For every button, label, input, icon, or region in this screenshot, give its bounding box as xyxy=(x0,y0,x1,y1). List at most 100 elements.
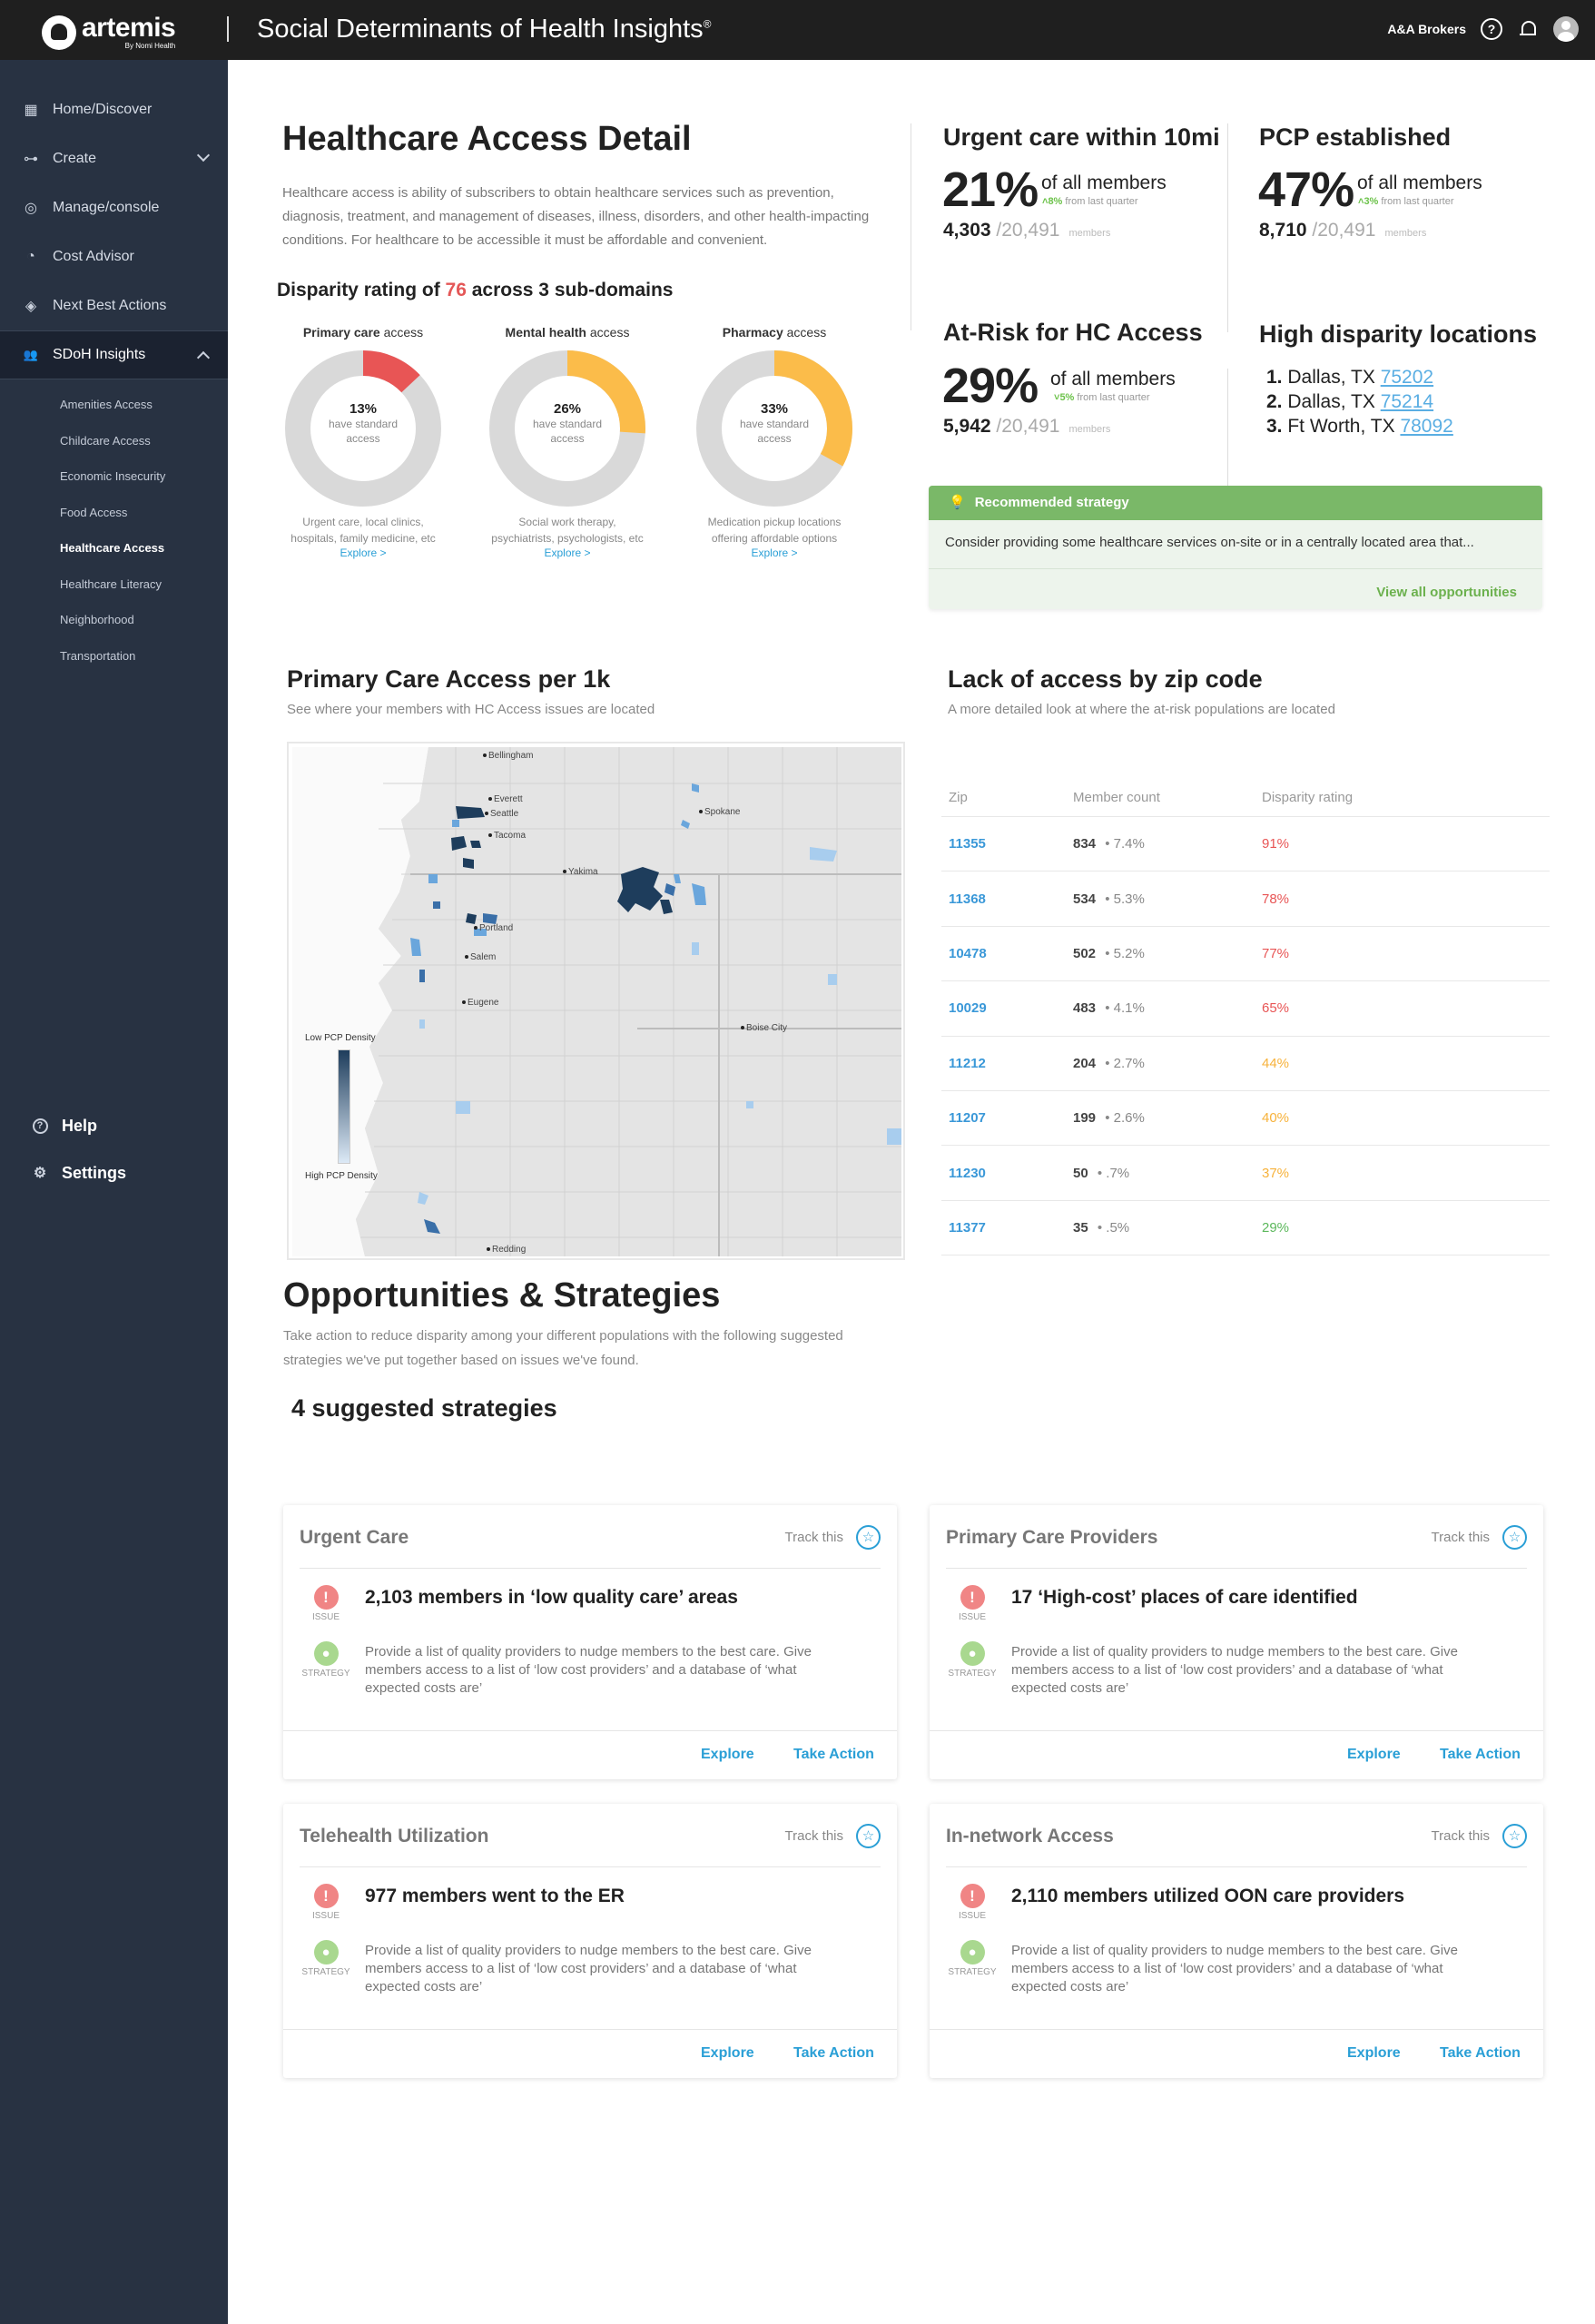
explore-link[interactable]: Explore > xyxy=(544,547,591,559)
explore-button[interactable]: Explore xyxy=(1347,2045,1401,2061)
disparity-cell: 44% xyxy=(1262,1055,1290,1071)
city-label: Salem xyxy=(470,952,496,962)
city-marker[interactable] xyxy=(699,810,703,813)
sidebar-item-healthcare-literacy[interactable]: Healthcare Literacy xyxy=(60,576,162,591)
explore-link[interactable]: Explore > xyxy=(340,547,387,559)
city-label: Yakima xyxy=(568,867,598,877)
star-icon[interactable]: ☆ xyxy=(856,1525,881,1550)
sidebar-item-healthcare-access[interactable]: Healthcare Access xyxy=(60,541,165,555)
nav-cost-advisor[interactable]: ◔ Cost Advisor xyxy=(0,232,228,281)
track-this-button[interactable]: Track this ☆ xyxy=(1432,1525,1527,1550)
strategy-card: Telehealth Utilization Track this ☆! ISSUE 9… xyxy=(283,1804,897,2078)
take-action-button[interactable]: Take Action xyxy=(1440,1747,1521,1762)
star-icon[interactable]: ☆ xyxy=(1502,1525,1527,1550)
card-footer: Explore Take Action xyxy=(930,2029,1543,2078)
strategy-text: Provide a list of quality providers to n… xyxy=(365,1943,812,1994)
explore-button[interactable]: Explore xyxy=(701,1747,754,1762)
table-row[interactable]: 11377 35 • .5% 29% xyxy=(941,1201,1550,1256)
star-icon[interactable]: ☆ xyxy=(1502,1824,1527,1848)
sidebar-item-food-access[interactable]: Food Access xyxy=(60,505,128,519)
zip-link[interactable]: 11368 xyxy=(949,891,986,907)
city-label: Everett xyxy=(494,794,523,804)
table-row[interactable]: 11230 50 • .7% 37% xyxy=(941,1146,1550,1201)
city-marker[interactable] xyxy=(465,955,468,959)
city-marker[interactable] xyxy=(741,1026,744,1029)
column-header-disparity[interactable]: Disparity rating xyxy=(1262,790,1354,805)
nav-home-discover[interactable]: ▦ Home/Discover xyxy=(0,85,228,134)
stat-of-label: of all members xyxy=(1050,369,1176,389)
chevron-down-icon[interactable] xyxy=(196,148,211,162)
stat-of-label: of all members xyxy=(1357,172,1482,193)
view-all-opportunities-link[interactable]: View all opportunities xyxy=(1376,585,1517,600)
table-row[interactable]: 11368 534 • 5.3% 78% xyxy=(941,872,1550,927)
strategy-label: STRATEGY xyxy=(301,1669,350,1679)
zip-link[interactable]: 11230 xyxy=(949,1165,986,1181)
take-action-button[interactable]: Take Action xyxy=(793,2045,874,2061)
track-this-button[interactable]: Track this ☆ xyxy=(1432,1824,1527,1848)
explore-link[interactable]: Explore > xyxy=(751,547,798,559)
zip-link[interactable]: 11377 xyxy=(949,1219,986,1236)
bell-icon[interactable] xyxy=(1517,18,1539,40)
avatar[interactable] xyxy=(1553,16,1579,42)
artemis-logo[interactable]: artemis By Nomi Health xyxy=(42,15,176,50)
pcp-density-map[interactable]: Bellingham Everett Seattle Tacoma Spokane Yak… xyxy=(287,742,905,1260)
column-header-member-count[interactable]: Member count xyxy=(1073,790,1160,805)
recommended-text: Consider providing some healthcare servi… xyxy=(929,520,1542,569)
help-icon[interactable]: ? xyxy=(1481,18,1502,40)
zip-link[interactable]: 10029 xyxy=(949,1000,987,1017)
city-marker[interactable] xyxy=(474,926,478,930)
city-marker[interactable] xyxy=(483,753,487,757)
column-header-zip[interactable]: Zip xyxy=(949,790,968,805)
stat-of-label: of all members xyxy=(1041,172,1167,193)
table-row[interactable]: 10478 502 • 5.2% 77% xyxy=(941,927,1550,982)
strategy-label: STRATEGY xyxy=(301,1967,350,1977)
track-this-button[interactable]: Track this ☆ xyxy=(785,1824,881,1848)
donut-value-arc xyxy=(696,350,852,507)
header-divider xyxy=(227,16,229,42)
zip-link[interactable]: 11212 xyxy=(949,1055,986,1071)
zip-link[interactable]: 75214 xyxy=(1380,391,1434,412)
table-row[interactable]: 10029 483 • 4.1% 65% xyxy=(941,981,1550,1037)
nav-sdoh-insights[interactable]: 👥 SDoH Insights xyxy=(0,330,228,379)
nav-manage-console[interactable]: ◎ Manage/console xyxy=(0,183,228,232)
sidebar-item-neighborhood[interactable]: Neighborhood xyxy=(60,613,134,626)
table-row[interactable]: 11207 199 • 2.6% 40% xyxy=(941,1091,1550,1147)
zip-link[interactable]: 10478 xyxy=(949,945,987,961)
location-item: 3. Ft Worth, TX 78092 xyxy=(1266,416,1453,437)
stat-title: At-Risk for HC Access xyxy=(943,319,1203,346)
issue-row: ! ISSUE 17 ‘High-cost’ places of care iden… xyxy=(946,1585,1358,1622)
zip-link[interactable]: 78092 xyxy=(1400,416,1453,437)
zip-link[interactable]: 75202 xyxy=(1380,367,1434,388)
take-action-button[interactable]: Take Action xyxy=(793,1747,874,1762)
take-action-button[interactable]: Take Action xyxy=(1440,2045,1521,2061)
star-icon[interactable]: ☆ xyxy=(856,1824,881,1848)
table-row[interactable]: 11355 834 • 7.4% 91% xyxy=(941,817,1550,872)
sidebar-item-transportation[interactable]: Transportation xyxy=(60,648,136,663)
map-canvas[interactable]: Bellingham Everett Seattle Tacoma Spokane Yak… xyxy=(292,747,901,1256)
sidebar-item-childcare-access[interactable]: Childcare Access xyxy=(60,433,151,448)
sidebar-item-economic-insecurity[interactable]: Economic Insecurity xyxy=(60,469,166,483)
zip-link[interactable]: 11207 xyxy=(949,1110,986,1127)
org-name[interactable]: A&A Brokers xyxy=(1387,22,1466,36)
zip-link[interactable]: 11355 xyxy=(949,836,986,852)
nav-settings[interactable]: ⚙ Settings xyxy=(0,1149,228,1196)
chevron-up-icon[interactable] xyxy=(196,350,211,365)
explore-button[interactable]: Explore xyxy=(1347,1747,1401,1762)
city-marker[interactable] xyxy=(488,797,492,801)
city-marker[interactable] xyxy=(462,1000,466,1004)
explore-button[interactable]: Explore xyxy=(701,2045,754,2061)
sidebar-item-amenities-access[interactable]: Amenities Access xyxy=(60,398,153,411)
nav-label: Help xyxy=(62,1116,98,1135)
issue-label: ISSUE xyxy=(958,1612,986,1622)
nav-help[interactable]: ? Help xyxy=(0,1102,228,1149)
disparity-cell: 91% xyxy=(1262,836,1290,852)
locations-list: 1. Dallas, TX 75202 2. Dallas, TX 75214 … xyxy=(1266,365,1453,438)
city-marker[interactable] xyxy=(487,1247,490,1251)
city-marker[interactable] xyxy=(563,870,566,873)
track-this-button[interactable]: Track this ☆ xyxy=(785,1525,881,1550)
city-marker[interactable] xyxy=(488,833,492,837)
city-marker[interactable] xyxy=(485,812,488,815)
nav-next-best-actions[interactable]: ◈ Next Best Actions xyxy=(0,281,228,330)
nav-create[interactable]: ⊶ Create xyxy=(0,134,228,183)
table-row[interactable]: 11212 204 • 2.7% 44% xyxy=(941,1037,1550,1091)
